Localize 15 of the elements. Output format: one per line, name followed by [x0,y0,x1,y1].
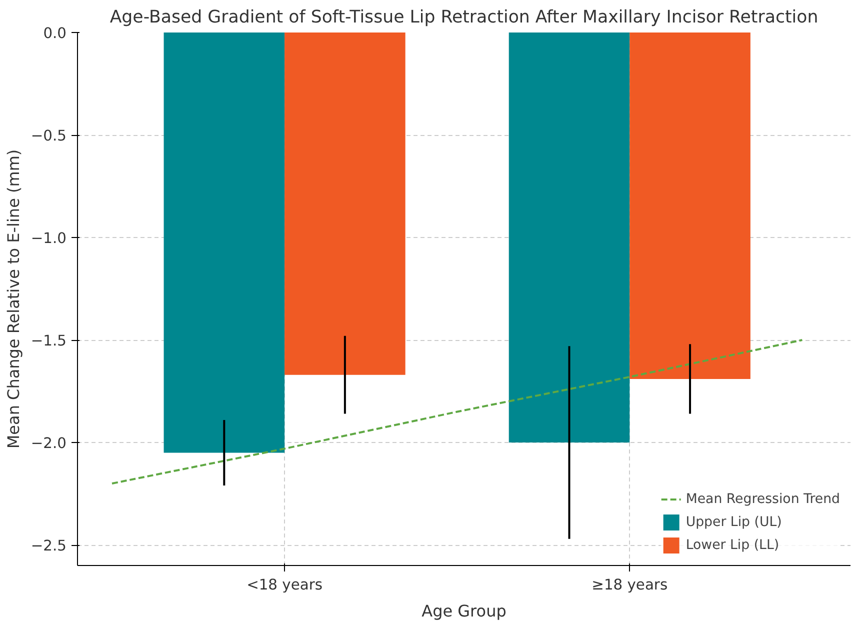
y-tick-label: −2.0 [30,435,67,452]
y-tick-label: 0.0 [43,25,67,42]
x-tick-label: ≥18 years [592,576,668,594]
y-axis-title: Mean Change Relative to E-line (mm) [4,149,23,449]
legend-label: Mean Regression Trend [686,492,840,506]
y-tick-label: −0.5 [30,128,67,144]
y-tick-label: −2.5 [30,538,67,554]
y-tick-label: −1.5 [30,332,67,350]
x-tick-label: <18 years [246,576,323,594]
line-series [111,339,804,484]
legend-label: Upper Lip (UL) [686,514,782,530]
x-axis-title: Age Group [422,602,506,620]
legend-label: Lower Lip (LL) [686,538,780,552]
y-tick-label: −1.0 [30,230,67,247]
chart-title: Age-Based Gradient of Soft-Tissue Lip Retraction After Maxillary Incisor Retraction [110,8,818,28]
